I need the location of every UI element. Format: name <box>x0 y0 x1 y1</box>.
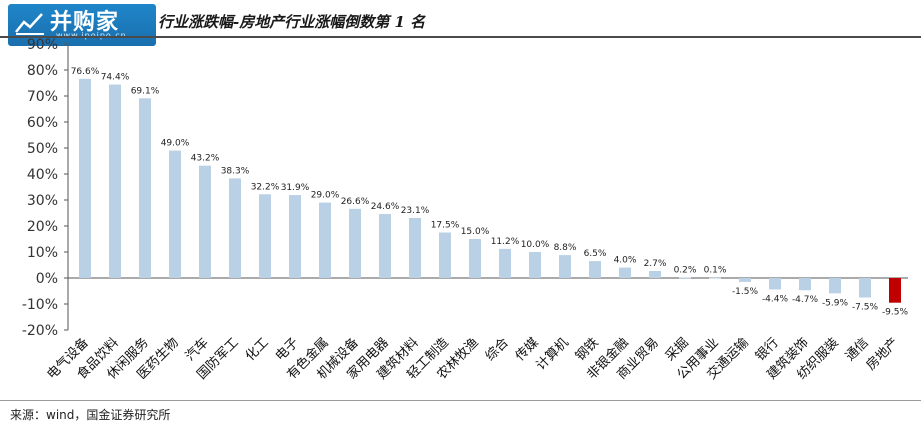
data-label: -1.5% <box>732 287 759 297</box>
bar <box>499 248 511 278</box>
bar <box>469 239 481 278</box>
category-label: 房地产 <box>863 335 902 374</box>
bar <box>619 267 631 278</box>
category-label: 综合 <box>483 335 512 364</box>
title-divider <box>0 36 921 38</box>
chart-title: 行业涨跌幅-房地产行业涨幅倒数第 1 名 <box>158 13 426 31</box>
y-tick-label: 60% <box>27 115 58 131</box>
bar <box>289 195 301 278</box>
data-label: 4.0% <box>614 256 637 266</box>
data-label: -5.9% <box>822 298 849 308</box>
y-tick-label: 90% <box>27 37 58 53</box>
bar <box>559 255 571 278</box>
data-label: 49.0% <box>161 139 190 149</box>
data-label: 15.0% <box>461 227 490 237</box>
category-label: 计算机 <box>534 335 572 373</box>
source-note: 来源：wind，国金证券研究所 <box>10 408 171 422</box>
bar <box>349 208 361 278</box>
data-label: 6.5% <box>584 249 607 259</box>
bar <box>589 261 601 278</box>
data-label: 24.6% <box>371 202 400 212</box>
bar <box>889 278 901 303</box>
logo-name: 并购家 <box>50 10 120 35</box>
bar <box>199 165 211 278</box>
data-label: 0.2% <box>674 265 697 275</box>
data-label: 0.1% <box>704 266 727 276</box>
bar <box>529 252 541 278</box>
y-tick-label: 20% <box>27 219 58 235</box>
data-label: 17.5% <box>431 221 460 231</box>
data-label: 26.6% <box>341 197 370 207</box>
category-label: 化工 <box>243 335 272 364</box>
data-label: 38.3% <box>221 166 250 176</box>
bar <box>829 278 841 294</box>
y-tick-label: 70% <box>27 89 58 105</box>
bar <box>709 277 721 279</box>
y-tick-label: 40% <box>27 167 58 183</box>
y-tick-label: 10% <box>27 245 58 261</box>
footer-divider <box>0 400 921 401</box>
data-label: 74.4% <box>101 73 130 83</box>
data-label: 32.2% <box>251 182 280 192</box>
watermark-logo: 并购家 www.ipoipo.cn <box>8 4 156 46</box>
data-label: 69.1% <box>131 86 160 96</box>
bar <box>109 84 121 278</box>
bar <box>739 278 751 282</box>
data-label: 31.9% <box>281 183 310 193</box>
data-label: 10.0% <box>521 240 550 250</box>
data-label: 11.2% <box>491 237 520 247</box>
y-tick-label: 0% <box>36 271 58 287</box>
header: 并购家 www.ipoipo.cn 行业涨跌幅-房地产行业涨幅倒数第 1 名 <box>0 0 921 46</box>
bar <box>169 150 181 278</box>
data-label: 23.1% <box>401 206 430 216</box>
bar <box>79 78 91 278</box>
data-label: -4.7% <box>792 295 819 305</box>
data-label: -4.4% <box>762 294 789 304</box>
bar <box>679 277 691 279</box>
data-label: 76.6% <box>71 67 100 77</box>
data-label: -9.5% <box>882 308 909 318</box>
bar <box>319 202 331 278</box>
logo-site: www.ipoipo.cn <box>56 31 127 40</box>
y-tick-label: 50% <box>27 141 58 157</box>
y-tick-label: 30% <box>27 193 58 209</box>
y-tick-label: -10% <box>22 297 58 313</box>
bar <box>799 278 811 291</box>
bar-chart: 90% 80% 70% 60% 50% 40% 30% 20% 10% 0% -10% -20% 76.… <box>22 37 909 383</box>
data-label: 2.7% <box>644 259 667 269</box>
y-tick-label: -20% <box>22 323 58 339</box>
data-label: 8.8% <box>554 243 577 253</box>
bar <box>649 270 661 278</box>
bar <box>229 178 241 278</box>
data-label: -7.5% <box>852 303 879 313</box>
bar <box>439 232 451 278</box>
bar <box>409 217 421 278</box>
bar <box>769 278 781 290</box>
bar <box>379 214 391 278</box>
bar <box>259 194 271 278</box>
bar <box>139 98 151 278</box>
chart-trend-icon <box>15 13 44 35</box>
data-label: 43.2% <box>191 154 220 164</box>
data-label: 29.0% <box>311 191 340 201</box>
bar <box>859 278 871 298</box>
y-tick-label: 80% <box>27 63 58 79</box>
